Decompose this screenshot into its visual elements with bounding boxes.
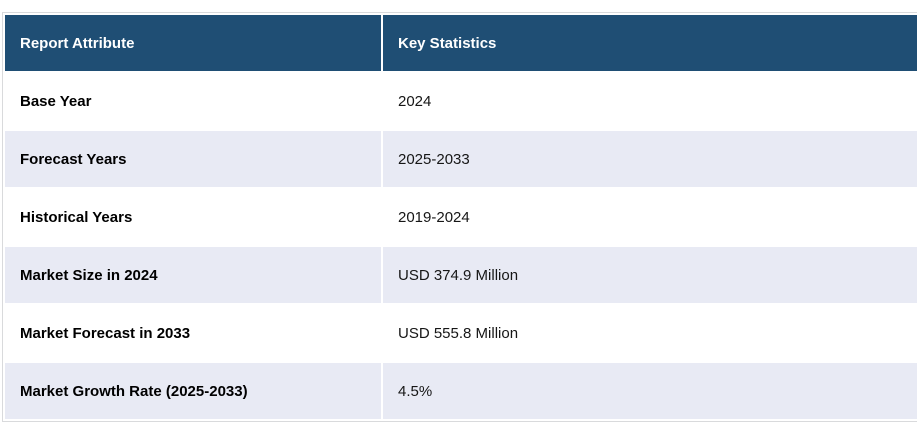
attribute-market-growth-rate: Market Growth Rate (2025-2033) [5,363,381,419]
value-forecast-years: 2025-2033 [383,131,917,187]
table-row: Base Year 2024 [5,73,917,129]
header-row: Report Attribute Key Statistics [5,15,917,71]
attribute-market-forecast-2033: Market Forecast in 2033 [5,305,381,361]
table-row: Forecast Years 2025-2033 [5,131,917,187]
value-market-forecast-2033: USD 555.8 Million [383,305,917,361]
report-statistics-table: Report Attribute Key Statistics Base Yea… [2,12,917,422]
table-row: Market Size in 2024 USD 374.9 Million [5,247,917,303]
table-row: Market Forecast in 2033 USD 555.8 Millio… [5,305,917,361]
value-market-growth-rate: 4.5% [383,363,917,419]
value-market-size-2024: USD 374.9 Million [383,247,917,303]
value-historical-years: 2019-2024 [383,189,917,245]
table-row: Historical Years 2019-2024 [5,189,917,245]
attribute-forecast-years: Forecast Years [5,131,381,187]
column-header-key-statistics: Key Statistics [383,15,917,71]
table-body: Base Year 2024 Forecast Years 2025-2033 … [5,73,917,419]
table-header: Report Attribute Key Statistics [5,15,917,71]
attribute-historical-years: Historical Years [5,189,381,245]
value-base-year: 2024 [383,73,917,129]
table-row: Market Growth Rate (2025-2033) 4.5% [5,363,917,419]
attribute-base-year: Base Year [5,73,381,129]
column-header-report-attribute: Report Attribute [5,15,381,71]
attribute-market-size-2024: Market Size in 2024 [5,247,381,303]
